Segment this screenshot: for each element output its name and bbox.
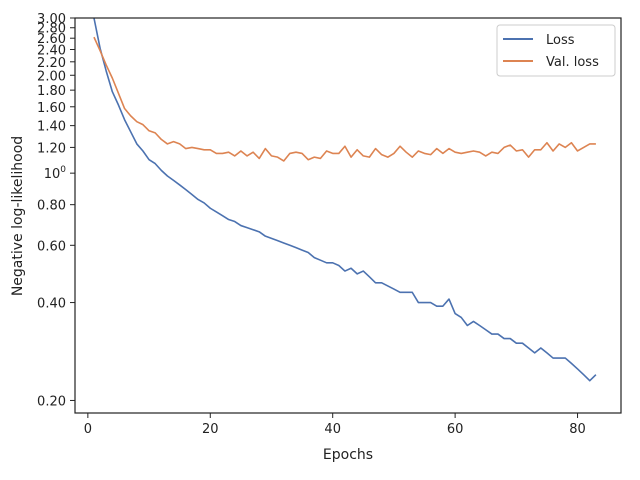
y-axis-ticks: 0.200.400.600.801001.201.401.601.802.002… xyxy=(37,12,75,409)
y-tick-label: 1.80 xyxy=(37,84,66,99)
x-tick-label: 40 xyxy=(324,422,341,437)
series-line-val-loss xyxy=(93,36,596,162)
x-tick-label: 80 xyxy=(569,422,586,437)
x-axis-ticks: 0 20 40 60 80 xyxy=(84,413,586,437)
plot-frame xyxy=(74,17,622,414)
x-tick-label: 60 xyxy=(447,422,464,437)
y-tick-label: 2.60 xyxy=(37,32,66,47)
y-tick-label: 2.00 xyxy=(37,69,66,84)
y-tick-label: 0.60 xyxy=(37,239,66,254)
series-line-loss xyxy=(93,17,597,382)
series-layer xyxy=(93,17,597,382)
y-tick-label: 2.20 xyxy=(37,56,66,71)
y-tick-label: 1.40 xyxy=(37,120,66,135)
legend-label-loss: Loss xyxy=(546,33,575,48)
y-tick-label: 100 xyxy=(44,165,67,182)
y-tick-label: 0.20 xyxy=(37,394,66,409)
y-tick-label: 2.80 xyxy=(37,22,66,37)
y-tick-label: 1.20 xyxy=(37,141,66,156)
y-tick-label: 0.40 xyxy=(37,297,66,312)
y-tick-label: 1.60 xyxy=(37,101,66,116)
x-axis-title: Epochs xyxy=(323,447,373,463)
y-tick-label: 0.80 xyxy=(37,199,66,214)
y-tick-label: 2.40 xyxy=(37,44,66,59)
x-tick-label: 0 xyxy=(84,422,92,437)
x-tick-label: 20 xyxy=(202,422,219,437)
legend-label-val-loss: Val. loss xyxy=(546,55,599,70)
y-axis-title: Negative log-likelihood xyxy=(10,136,26,296)
legend: Loss Val. loss xyxy=(496,24,616,77)
legend-box xyxy=(496,24,616,77)
y-tick-label: 3.00 xyxy=(37,12,66,27)
